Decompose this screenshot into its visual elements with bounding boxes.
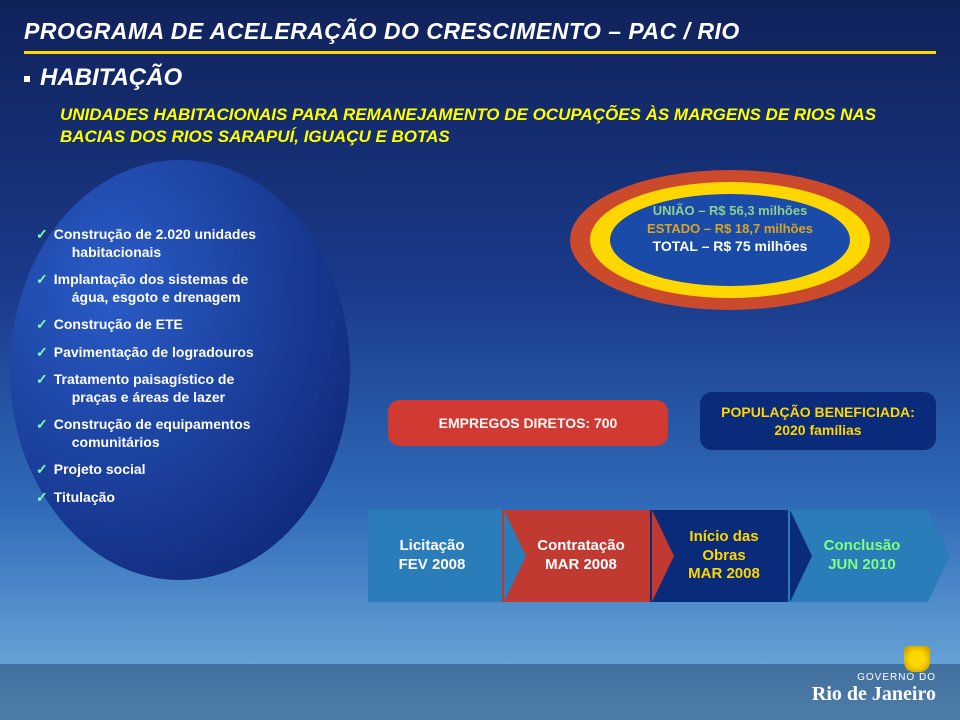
checklist-line: Projeto social [54,461,146,479]
arrow-tip-icon [652,510,674,602]
checklist-text: Construção de 2.020 unidadeshabitacionai… [54,226,256,261]
budget-uniao: UNIÃO – R$ 56,3 milhões [620,202,840,220]
checklist-text: Tratamento paisagístico depraças e áreas… [54,371,235,406]
check-icon: ✓ [36,371,48,389]
checklist-text: Construção de ETE [54,316,183,334]
checklist-text: Construção de equipamentoscomunitários [54,416,251,451]
checklist-text: Projeto social [54,461,146,479]
arrow-tip-icon [928,510,950,602]
checklist-text: Pavimentação de logradouros [54,344,254,362]
checklist-line: Construção de equipamentos [54,416,251,434]
checklist-line: habitacionais [54,244,256,262]
check-icon: ✓ [36,416,48,434]
checklist-line: água, esgoto e drenagem [54,289,249,307]
arrow-tip-icon [504,510,526,602]
budget-rings: UNIÃO – R$ 56,3 milhões ESTADO – R$ 18,7… [570,170,890,330]
section-row: HABITAÇÃO [0,64,960,92]
checklist-line: comunitários [54,434,251,452]
checklist-line: Titulação [54,489,115,507]
checklist-item: ✓ Implantação dos sistemas deágua, esgoto… [36,271,336,306]
pill-populacao: POPULAÇÃO BENEFICIADA: 2020 famílias [700,392,936,450]
budget-total: TOTAL – R$ 75 milhões [620,237,840,256]
check-icon: ✓ [36,344,48,362]
budget-estado: ESTADO – R$ 18,7 milhões [620,220,840,238]
empregos-label: EMPREGOS DIRETOS: 700 [439,415,618,431]
arrow-label: Obras [702,547,745,566]
checklist-text: Titulação [54,489,115,507]
page-title: PROGRAMA DE ACELERAÇÃO DO CRESCIMENTO – … [0,0,960,51]
checklist-item: ✓ Tratamento paisagístico depraças e área… [36,371,336,406]
title-underline [24,51,936,54]
checklist: ✓ Construção de 2.020 unidadeshabitaciona… [36,226,336,516]
checklist-item: ✓ Titulação [36,489,336,507]
checklist-line: Construção de 2.020 unidades [54,226,256,244]
footer-logo: GOVERNO DO Rio de Janeiro [812,646,936,706]
check-icon: ✓ [36,226,48,244]
arrow-row: LicitaçãoFEV 2008ContrataçãoMAR 2008Iníc… [368,510,926,602]
arrow-label: MAR 2008 [688,565,760,584]
arrow-tip-icon [790,510,812,602]
checklist-item: ✓ Construção de ETE [36,316,336,334]
check-icon: ✓ [36,461,48,479]
arrow-label: Conclusão [824,537,901,556]
checklist-item: ✓ Construção de equipamentoscomunitários [36,416,336,451]
ring-text: UNIÃO – R$ 56,3 milhões ESTADO – R$ 18,7… [620,202,840,256]
checklist-line: Tratamento paisagístico de [54,371,235,389]
checklist-line: Construção de ETE [54,316,183,334]
arrow-label: FEV 2008 [399,556,466,575]
checklist-item: ✓ Projeto social [36,461,336,479]
checklist-item: ✓ Construção de 2.020 unidadeshabitaciona… [36,226,336,261]
checklist-line: praças e áreas de lazer [54,389,235,407]
arrow-label: JUN 2010 [828,556,896,575]
check-icon: ✓ [36,316,48,334]
arrow-label: Início das [689,528,758,547]
section-title: HABITAÇÃO [40,64,182,92]
checklist-item: ✓ Pavimentação de logradouros [36,344,336,362]
arrow-label: Contratação [537,537,625,556]
footer-small: GOVERNO DO [812,672,936,683]
check-icon: ✓ [36,271,48,289]
arrow-label: Licitação [399,537,464,556]
shield-icon [904,646,930,672]
process-arrow: LicitaçãoFEV 2008 [368,510,504,602]
pop-line1: POPULAÇÃO BENEFICIADA: [721,403,915,421]
bullet-icon [24,76,30,82]
check-icon: ✓ [36,489,48,507]
pop-line2: 2020 famílias [774,421,861,439]
checklist-text: Implantação dos sistemas deágua, esgoto … [54,271,249,306]
arrow-label: MAR 2008 [545,556,617,575]
footer-big: Rio de Janeiro [812,683,936,706]
subtitle: UNIDADES HABITACIONAIS PARA REMANEJAMENT… [0,100,960,158]
checklist-line: Pavimentação de logradouros [54,344,254,362]
checklist-line: Implantação dos sistemas de [54,271,249,289]
pill-empregos: EMPREGOS DIRETOS: 700 [388,400,668,446]
